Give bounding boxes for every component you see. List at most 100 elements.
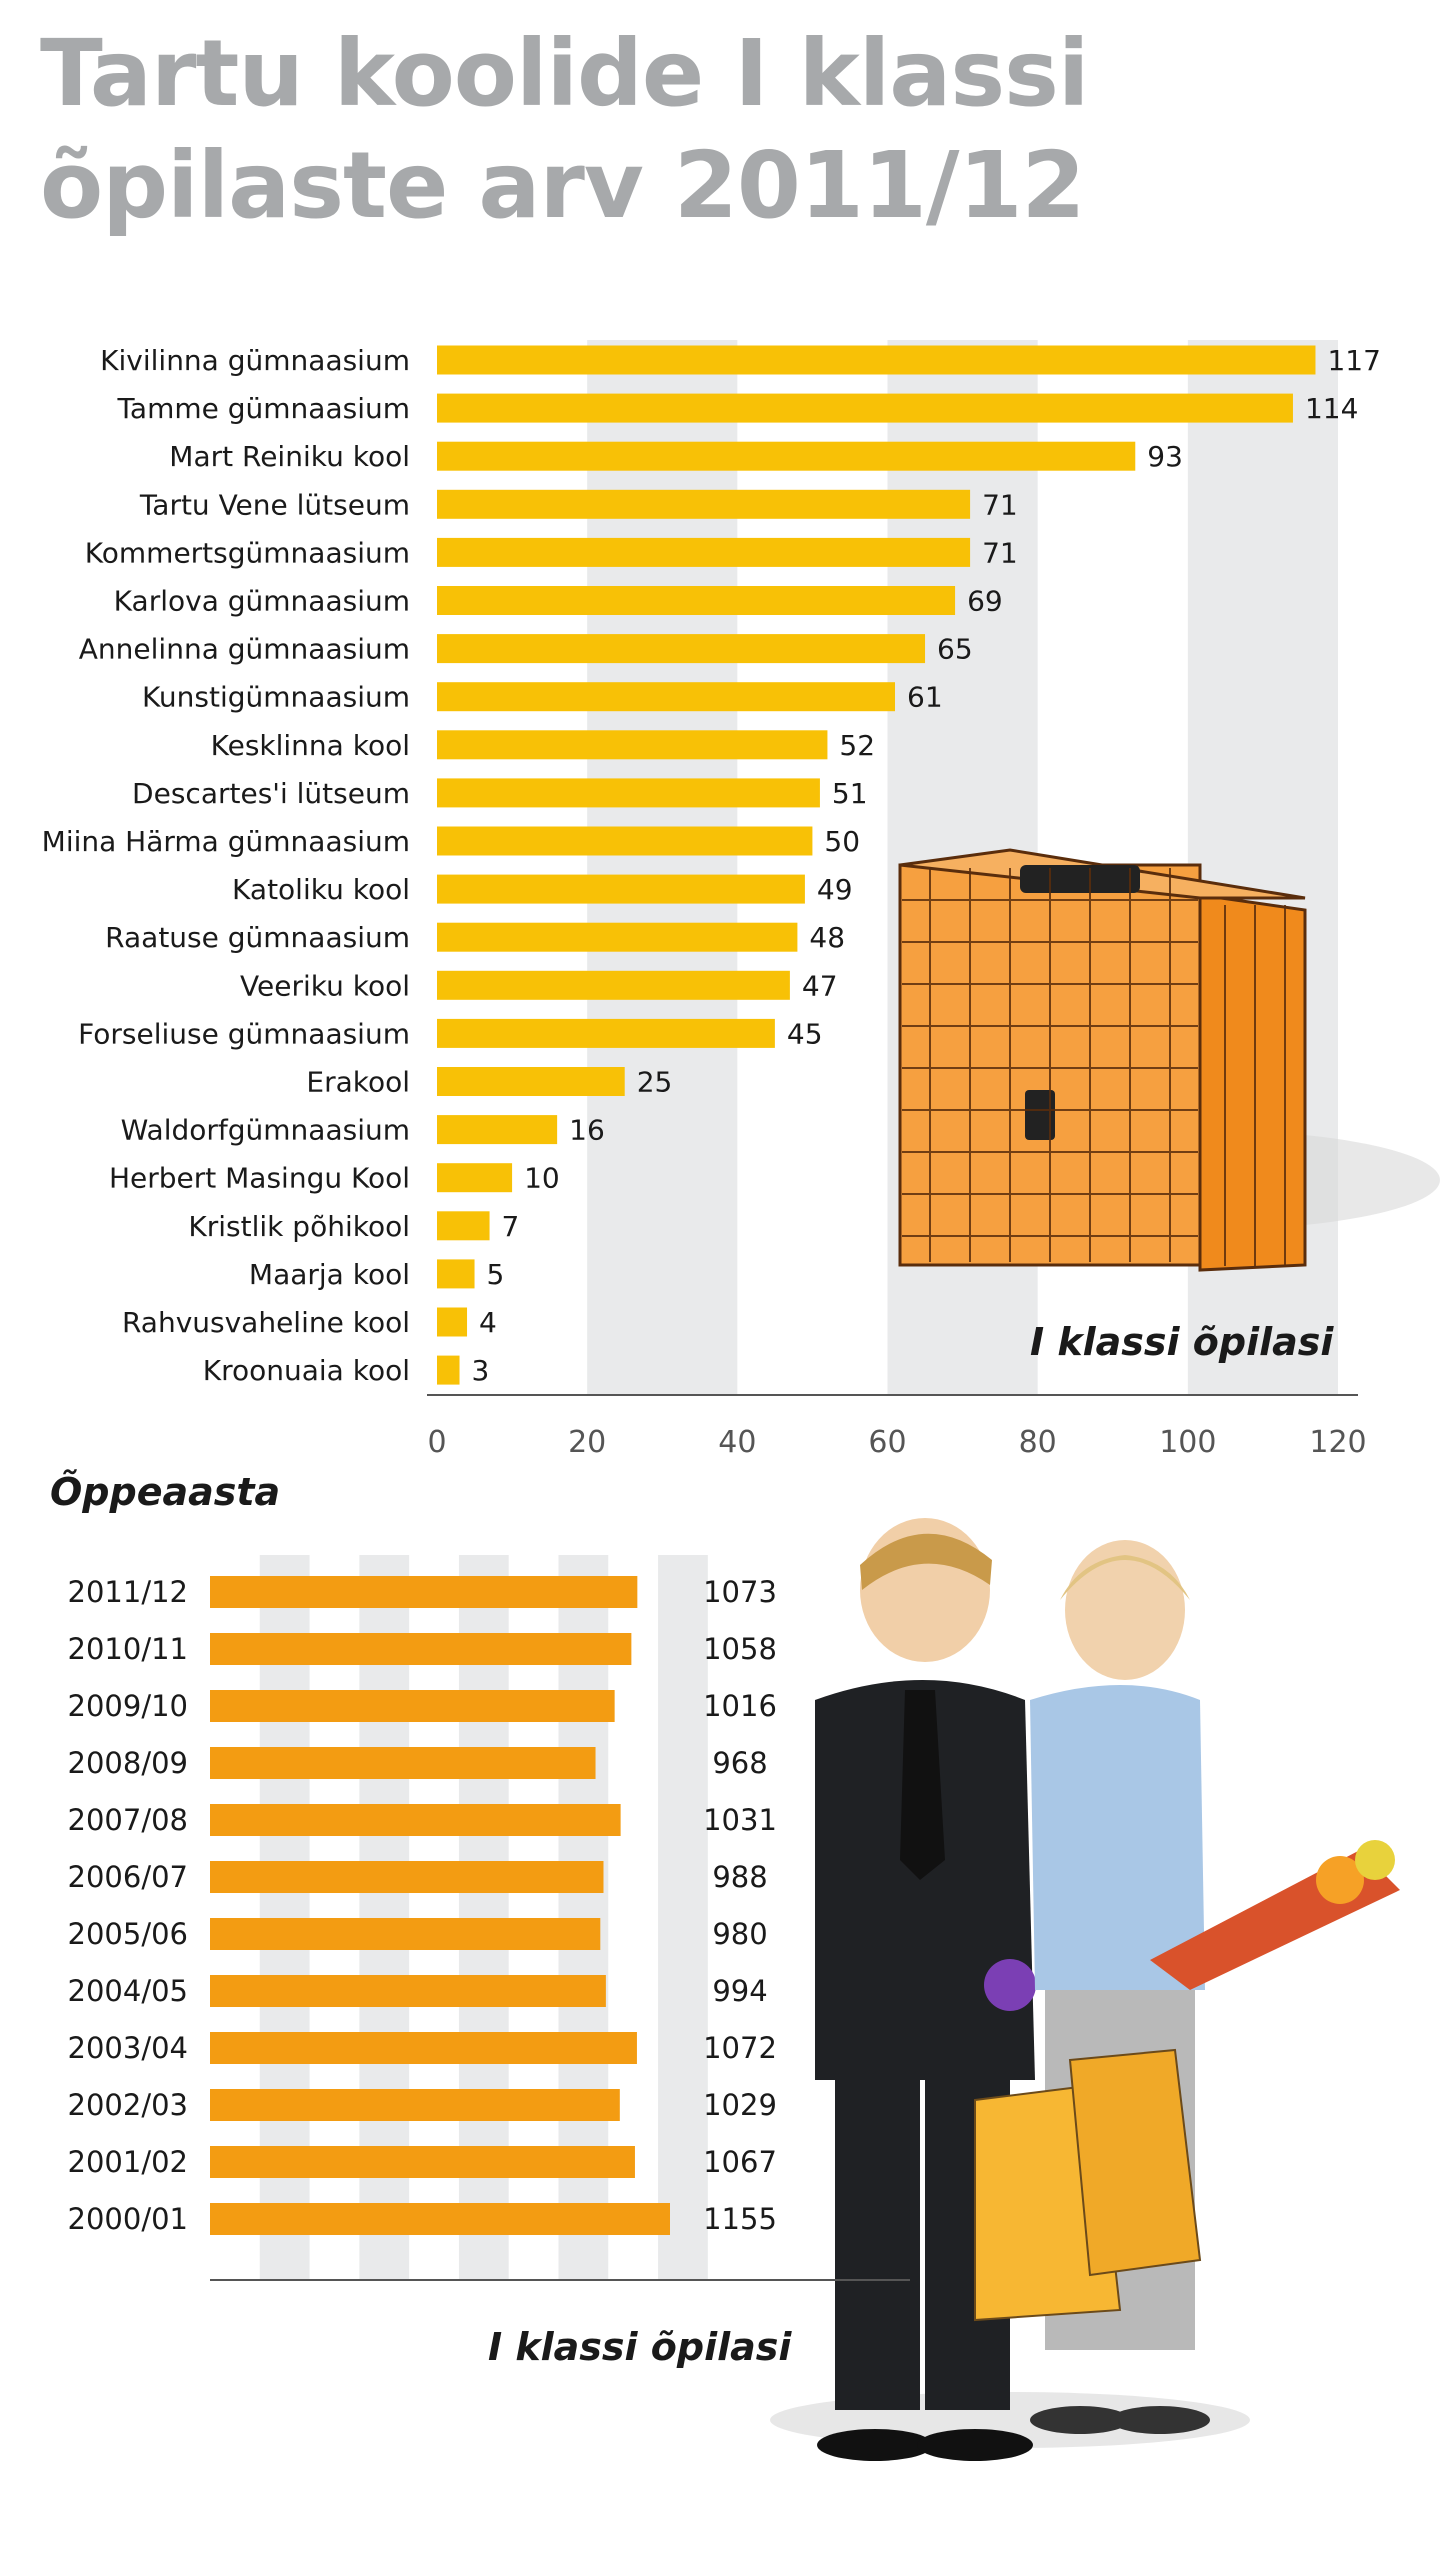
chart1-category-label: Forseliuse gümnaasium — [78, 1017, 410, 1050]
chart1-bar — [437, 1018, 775, 1048]
chart2-value-label: 1058 — [703, 1632, 777, 1666]
chart2-category-label: 2009/10 — [68, 1689, 188, 1723]
chart2-bar — [210, 1633, 632, 1665]
chart1-category-label: Mart Reiniku kool — [169, 440, 410, 473]
chart1-bar — [437, 1067, 625, 1096]
chart2-category-label: 2008/09 — [68, 1746, 188, 1780]
chart1-value-label: 117 — [1327, 344, 1380, 377]
chart1-value-label: 25 — [637, 1066, 673, 1099]
chart2-category-label: 2001/02 — [68, 2145, 188, 2179]
children-illustration — [770, 1518, 1400, 2461]
chart1-category-label: Waldorfgümnaasium — [121, 1114, 410, 1147]
chart1-value-label: 10 — [524, 1162, 560, 1195]
chart1-bar — [437, 874, 805, 904]
chart1-category-label: Descartes'i lütseum — [132, 777, 410, 810]
chart1-category-label: Kroonuaia kool — [203, 1354, 410, 1387]
chart1-value-label: 45 — [787, 1017, 823, 1050]
chart1-category-label: Veeriku kool — [240, 969, 410, 1002]
chart2-x-axis-title: I klassi õpilasi — [488, 2325, 792, 2369]
chart2-bar — [210, 1576, 638, 1608]
chart1-value-label: 69 — [967, 585, 1003, 618]
chart1-bar — [437, 1163, 513, 1193]
chart1-bar — [437, 1259, 475, 1289]
chart1-value-label: 16 — [569, 1114, 605, 1147]
title-line-1: Tartu koolide I klassi — [40, 20, 1089, 127]
chart2-category-label: 2007/08 — [68, 1803, 188, 1837]
chart2-value-label: 1031 — [703, 1803, 777, 1837]
chart2-category-label: 2003/04 — [68, 2031, 188, 2065]
chart1-category-label: Kesklinna kool — [211, 729, 410, 762]
chart2-title: Õppeaasta — [50, 1470, 281, 1514]
chart1-bar — [437, 537, 971, 567]
chart1-bar — [437, 489, 971, 519]
chart2-bar — [210, 1690, 615, 1722]
chart2-bar — [210, 2203, 670, 2235]
chart1-value-label: 52 — [839, 729, 875, 762]
chart2-category-label: 2010/11 — [68, 1632, 188, 1666]
chart1-tick-label: 0 — [427, 1425, 446, 1460]
chart2-value-label: 988 — [712, 1860, 767, 1894]
chart1-category-label: Karlova gümnaasium — [114, 585, 410, 618]
chart2-category-label: 2011/12 — [68, 1575, 188, 1609]
chart1-category-label: Tamme gümnaasium — [116, 392, 410, 425]
chart1-category-label: Herbert Masingu Kool — [109, 1162, 410, 1195]
chart1-value-label: 3 — [472, 1354, 490, 1387]
chart1-bar — [437, 1211, 490, 1241]
chart2-bar — [210, 1747, 596, 1779]
chart-title: Tartu koolide I klassi õpilaste arv 2011… — [40, 18, 1220, 242]
chart1-category-label: Tartu Vene lütseum — [139, 488, 410, 521]
chart1-category-label: Kunstigümnaasium — [142, 681, 410, 714]
chart2-bar — [210, 1804, 621, 1836]
chart1-bar — [437, 730, 828, 760]
chart1-category-label: Raatuse gümnaasium — [105, 921, 410, 954]
chart1-x-axis-title: I klassi õpilasi — [1030, 1320, 1334, 1364]
chart1-bar — [437, 1307, 468, 1337]
title-line-2: õpilaste arv 2011/12 — [40, 132, 1086, 239]
chart1-bar — [437, 393, 1293, 423]
chart1-bar — [437, 922, 798, 952]
chart2-category-label: 2005/06 — [68, 1917, 188, 1951]
chart1-category-label: Kommertsgümnaasium — [85, 536, 410, 569]
chart1-bar — [437, 826, 813, 856]
chart2-value-label: 1072 — [703, 2031, 777, 2065]
chart1-bar — [437, 586, 956, 615]
briefcase-illustration — [898, 848, 1440, 1272]
chart1-bar — [437, 778, 820, 808]
chart1-value-label: 65 — [937, 633, 973, 666]
chart2-value-label: 968 — [712, 1746, 767, 1780]
chart2-category-label: 2002/03 — [68, 2088, 188, 2122]
chart1-value-label: 93 — [1147, 440, 1183, 473]
chart2-value-label: 1067 — [703, 2145, 777, 2179]
chart1-tick-label: 120 — [1309, 1425, 1366, 1460]
chart1-category-label: Annelinna gümnaasium — [79, 633, 410, 666]
chart1-value-label: 51 — [832, 777, 868, 810]
chart1-category-label: Miina Härma gümnaasium — [42, 825, 410, 858]
chart1-value-label: 5 — [487, 1258, 505, 1291]
chart1-value-label: 114 — [1305, 392, 1358, 425]
chart1-bar — [437, 441, 1136, 471]
chart1-value-label: 7 — [502, 1210, 520, 1243]
chart1-value-label: 49 — [817, 873, 853, 906]
chart2-bar — [210, 1975, 606, 2007]
chart2-category-label: 2006/07 — [68, 1860, 188, 1894]
chart2-value-label: 980 — [712, 1917, 767, 1951]
chart2-value-label: 1073 — [703, 1575, 777, 1609]
chart1-category-label: Maarja kool — [249, 1258, 410, 1291]
chart1-category-label: Katoliku kool — [232, 873, 410, 906]
chart1-bar — [437, 634, 926, 664]
chart1: Kivilinna gümnaasium 117 Tamme gümnaasium 1… — [42, 344, 1381, 1460]
chart1-tick-label: 60 — [868, 1425, 906, 1460]
chart1-category-label: Kivilinna gümnaasium — [100, 344, 410, 377]
chart1-bar — [437, 1355, 460, 1385]
chart1-bar — [437, 1115, 558, 1145]
chart1-bar — [437, 682, 896, 712]
chart1-tick-label: 40 — [718, 1425, 756, 1460]
chart1-value-label: 47 — [802, 969, 838, 1002]
chart1-value-label: 61 — [907, 681, 943, 714]
chart1-value-label: 50 — [824, 825, 860, 858]
chart1-tick-label: 20 — [568, 1425, 606, 1460]
chart1-value-label: 4 — [479, 1306, 497, 1339]
chart1-category-label: Kristlik põhikool — [188, 1210, 410, 1243]
chart2-bar — [210, 2089, 620, 2121]
